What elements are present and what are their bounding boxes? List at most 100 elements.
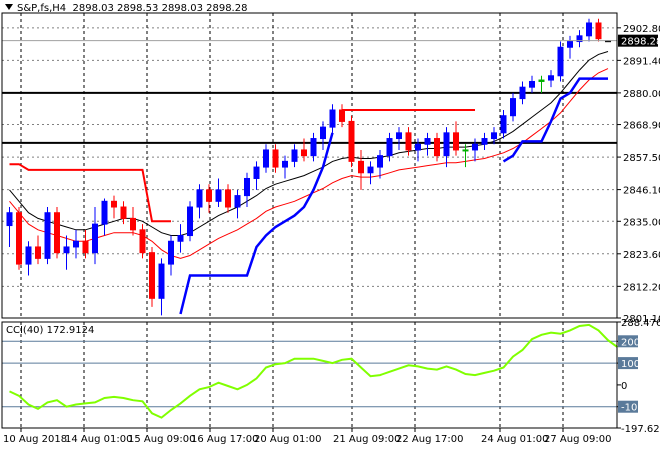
moving-average-lower xyxy=(9,68,609,259)
blue-stop-line xyxy=(502,77,608,163)
candle-body xyxy=(6,212,13,227)
red-stop-line xyxy=(9,163,171,223)
candle-body xyxy=(329,109,336,128)
time-tick-label: 21 Aug 09:00 xyxy=(333,434,400,445)
candle-body xyxy=(73,240,79,248)
candle-body xyxy=(519,86,526,100)
time-tick-label: 14 Aug 01:00 xyxy=(65,434,132,445)
cci-frame xyxy=(1,321,618,429)
candle-body xyxy=(462,149,469,152)
price-tick-label: 2880.00 xyxy=(623,89,660,100)
cci-tick-label: 100 xyxy=(621,359,640,370)
candle-body xyxy=(348,120,355,162)
cci-level-box xyxy=(618,335,638,348)
cci-level-box xyxy=(618,400,638,413)
candle-body xyxy=(139,229,146,254)
candle-body xyxy=(82,240,89,254)
candle-body xyxy=(196,189,203,208)
candle-body xyxy=(538,79,545,82)
time-tick-label: 10 Aug 2018 xyxy=(3,434,67,445)
candle-body xyxy=(500,115,507,134)
candle-body xyxy=(215,189,222,202)
candle-body xyxy=(301,149,307,157)
candle-body xyxy=(396,132,402,140)
candle-body xyxy=(358,160,364,174)
price-tick-label: 2823.60 xyxy=(623,250,660,261)
price-tick-label: 2902.80 xyxy=(623,24,660,35)
current-price-label: 2898.28 xyxy=(621,37,660,48)
candle-body xyxy=(263,149,269,168)
cci-level-box xyxy=(618,357,638,370)
candle-body xyxy=(595,22,602,40)
candle-body xyxy=(557,46,564,77)
candle-body xyxy=(25,246,32,265)
time-tick-label: 16 Aug 17:00 xyxy=(191,434,258,445)
axes: 2902.80 2891.40 2880.00 2868.90 2857.50 2846.… xyxy=(1,12,660,445)
cci-tick-label: -100 xyxy=(621,403,644,414)
candle-body xyxy=(529,80,535,88)
candle-body xyxy=(576,35,583,43)
candle-body xyxy=(386,138,393,157)
moving-average-upper xyxy=(9,51,609,236)
time-tick-label: 15 Aug 09:00 xyxy=(128,434,195,445)
candle-body xyxy=(187,206,193,237)
current-price-box xyxy=(618,34,658,47)
symbol-label: S&P,fs,H4 xyxy=(17,3,67,14)
price-tick-label: 2846.10 xyxy=(623,186,660,197)
candle-body xyxy=(92,223,98,254)
candle-body xyxy=(510,98,516,117)
cci-tick-label: 0 xyxy=(621,381,627,392)
time-tick-label: 22 Aug 17:00 xyxy=(396,434,463,445)
cci-plot xyxy=(9,323,619,419)
price-plot xyxy=(2,18,617,316)
price-tick-label: 2857.50 xyxy=(623,153,660,164)
candle-body xyxy=(272,149,279,168)
time-tick-label: 27 Aug 09:00 xyxy=(544,434,611,445)
candle-body xyxy=(548,75,554,81)
candle-body xyxy=(44,212,51,259)
cci-indicator-label: CCI(40) 172.9124 xyxy=(6,325,94,336)
blue-stop-line xyxy=(179,132,334,315)
candle-body xyxy=(168,240,174,265)
candle-body xyxy=(424,138,431,145)
price-tick-label: 2835.00 xyxy=(623,217,660,228)
candle-body xyxy=(586,22,592,37)
candle-body xyxy=(320,126,326,140)
candle-body xyxy=(472,143,478,151)
candle-body xyxy=(377,155,383,168)
cci-grid xyxy=(2,322,617,428)
price-tick-label: 2868.90 xyxy=(623,121,660,132)
candle-body xyxy=(111,200,117,208)
candle-body xyxy=(149,252,155,299)
candle-body xyxy=(130,217,136,231)
ohlc-readout: 2898.03 2898.53 2898.03 2898.28 xyxy=(72,3,248,14)
candle-body xyxy=(339,109,345,122)
cci-tick-label: -197.6255 xyxy=(621,424,660,435)
candle-body xyxy=(310,138,317,157)
candle-body xyxy=(415,143,421,151)
candle-body xyxy=(244,177,250,197)
time-tick-label: 20 Aug 01:00 xyxy=(254,434,321,445)
dropdown-arrow-icon[interactable] xyxy=(5,4,13,10)
candle-body xyxy=(120,206,127,219)
candle-body xyxy=(16,212,22,265)
candle-body xyxy=(282,160,288,168)
cci-name: CCI(40) xyxy=(6,325,44,336)
candle-body xyxy=(54,212,60,254)
cci-tick-label: 288.4769 xyxy=(621,318,660,329)
candle-body xyxy=(234,195,241,208)
price-tick-label: 2812.20 xyxy=(623,282,660,293)
candle-body xyxy=(453,132,459,151)
candle-body xyxy=(443,132,450,157)
candle-body xyxy=(206,189,212,202)
candle-body xyxy=(225,189,231,208)
candle-body xyxy=(158,263,165,299)
candle-body xyxy=(177,235,184,242)
chart-header: S&P,fs,H4 2898.03 2898.53 2898.03 2898.2… xyxy=(5,3,247,14)
candle-body xyxy=(253,166,260,179)
time-tick-label: 24 Aug 01:00 xyxy=(481,434,548,445)
candle-body xyxy=(63,246,70,254)
price-tick-label: 2891.40 xyxy=(623,56,660,67)
